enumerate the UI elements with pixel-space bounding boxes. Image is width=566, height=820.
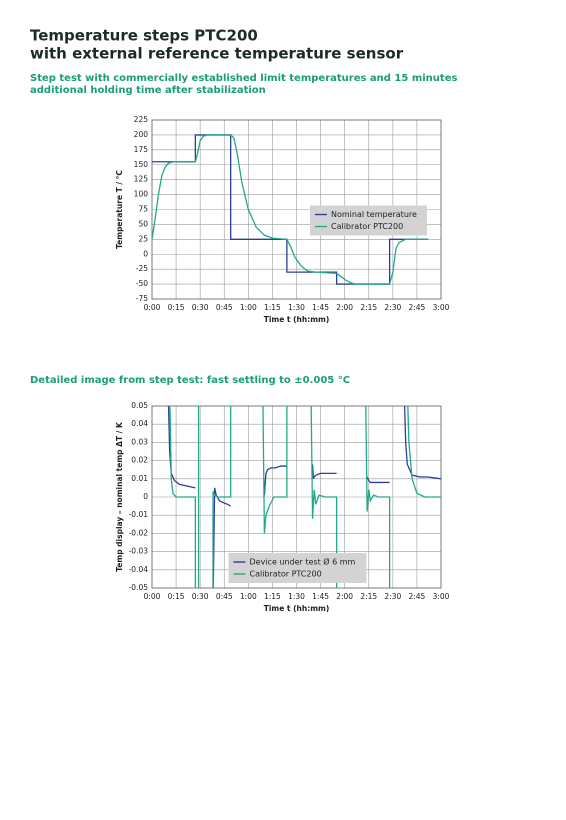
x-tick-label: 0:15 — [168, 592, 185, 601]
y-tick-label: 125 — [134, 175, 149, 184]
x-tick-label: 1:45 — [312, 592, 329, 601]
y-tick-label: 0.02 — [131, 456, 148, 465]
x-tick-label: 1:00 — [240, 592, 257, 601]
y-tick-label: -25 — [136, 264, 148, 273]
legend-label: Calibrator PTC200 — [250, 570, 322, 579]
y-tick-label: -0.02 — [129, 528, 149, 537]
x-tick-label: 1:15 — [264, 592, 281, 601]
series-line — [169, 406, 441, 588]
y-tick-label: -0.01 — [129, 510, 149, 519]
y-axis-label: Temperature T / °C — [115, 170, 124, 249]
chart-heading: additional holding time after stabilizat… — [30, 85, 266, 96]
y-tick-label: 175 — [134, 145, 149, 154]
x-tick-label: 0:00 — [144, 592, 161, 601]
x-tick-label: 1:15 — [264, 303, 281, 312]
x-tick-label: 2:30 — [384, 592, 401, 601]
x-tick-label: 0:00 — [144, 303, 161, 312]
x-tick-label: 1:30 — [288, 592, 305, 601]
x-tick-label: 1:45 — [312, 303, 329, 312]
x-tick-label: 0:45 — [216, 303, 233, 312]
x-tick-label: 2:45 — [408, 303, 425, 312]
y-tick-label: 225 — [134, 115, 149, 124]
legend-label: Device under test Ø 6 mm — [250, 557, 356, 567]
legend-box — [228, 553, 367, 583]
y-tick-label: 0.04 — [131, 419, 148, 428]
y-tick-label: 0 — [143, 249, 148, 258]
x-tick-label: 3:00 — [433, 592, 450, 601]
y-tick-label: 50 — [138, 219, 148, 228]
x-axis-label: Time t (hh:mm) — [264, 315, 330, 324]
y-tick-label: -75 — [136, 294, 148, 303]
y-tick-label: -0.03 — [129, 547, 149, 556]
y-tick-label: -0.04 — [129, 565, 149, 574]
x-tick-label: 3:00 — [433, 303, 450, 312]
x-tick-label: 1:30 — [288, 303, 305, 312]
x-tick-label: 2:15 — [360, 303, 377, 312]
y-tick-label: 150 — [134, 160, 149, 169]
y-axis-label: Temp display – nominal temp ΔT / K — [115, 421, 124, 572]
x-tick-label: 0:30 — [192, 592, 209, 601]
y-tick-label: 0.03 — [131, 437, 148, 446]
x-tick-label: 2:30 — [384, 303, 401, 312]
y-tick-label: -50 — [136, 279, 148, 288]
x-axis-label: Time t (hh:mm) — [264, 604, 330, 613]
chart-heading: Step test with commercially established … — [30, 73, 457, 84]
y-tick-label: 25 — [138, 234, 148, 243]
legend-box — [310, 205, 427, 236]
x-tick-label: 0:45 — [216, 592, 233, 601]
x-tick-label: 2:00 — [336, 303, 353, 312]
y-tick-label: 0.01 — [131, 474, 148, 483]
page-title: Temperature steps PTC200 — [30, 27, 258, 45]
page-title: with external reference temperature sens… — [30, 45, 404, 63]
series-line — [152, 134, 429, 285]
x-tick-label: 2:15 — [360, 592, 377, 601]
legend-label: Nominal temperature — [331, 210, 417, 219]
plot-frame — [151, 119, 442, 300]
y-tick-label: 200 — [134, 130, 149, 139]
y-tick-label: 100 — [134, 190, 149, 199]
x-tick-label: 2:00 — [336, 592, 353, 601]
chart-heading: Detailed image from step test: fast sett… — [30, 375, 350, 386]
y-tick-label: 0.05 — [131, 401, 148, 410]
x-tick-label: 2:45 — [408, 592, 425, 601]
y-tick-label: 75 — [138, 205, 148, 214]
legend-label: Calibrator PTC200 — [331, 222, 403, 231]
series-line — [167, 406, 441, 588]
y-tick-label: -0.05 — [129, 583, 149, 592]
x-tick-label: 0:15 — [168, 303, 185, 312]
x-tick-label: 0:30 — [192, 303, 209, 312]
x-tick-label: 1:00 — [240, 303, 257, 312]
series-line — [152, 134, 429, 285]
y-tick-label: 0 — [143, 492, 148, 501]
